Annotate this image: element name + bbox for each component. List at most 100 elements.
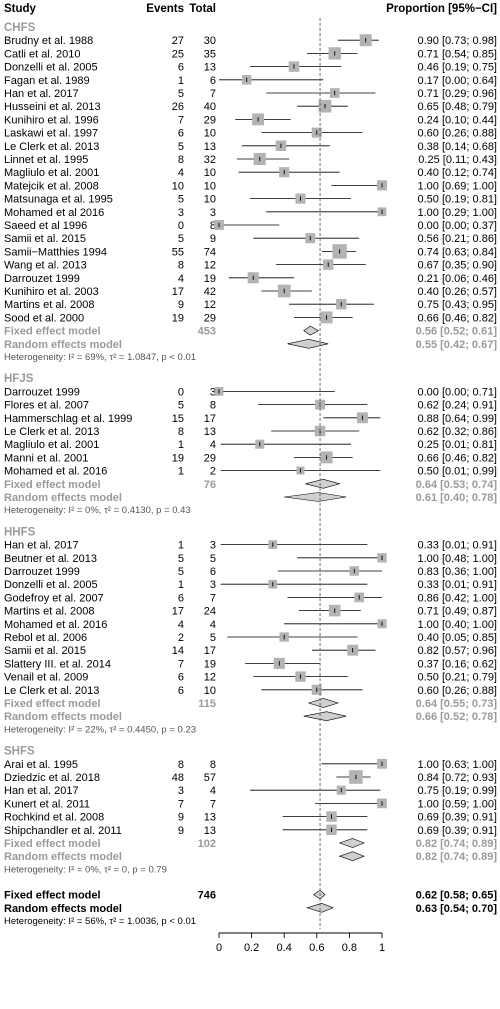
study-label: Linnet et al. 1995 <box>4 154 88 166</box>
x-tick-label: 0.6 <box>309 942 324 954</box>
study-ci: 0.46 [0.19; 0.75] <box>417 62 497 74</box>
study-label: Sood et al. 2000 <box>4 312 84 324</box>
study-events: 1 <box>178 579 184 591</box>
study-label: Fagan et al. 1989 <box>4 75 90 87</box>
study-ci: 0.38 [0.14; 0.68] <box>417 141 497 153</box>
study-events: 7 <box>178 798 184 810</box>
study-events: 6 <box>178 685 184 697</box>
study-label: Arai et al. 1995 <box>4 759 78 771</box>
study-total: 12 <box>204 299 216 311</box>
study-total: 3 <box>210 540 216 552</box>
study-total: 24 <box>204 606 216 618</box>
fixed-effect-label: Fixed effect model <box>4 698 101 710</box>
study-ci: 1.00 [0.29; 1.00] <box>417 207 497 219</box>
study-label: Matejcik et al. 2008 <box>4 180 99 192</box>
study-total: 17 <box>204 645 216 657</box>
study-ci: 0.40 [0.26; 0.57] <box>417 286 497 298</box>
study-label: Martins et al. 2008 <box>4 606 95 618</box>
study-total: 13 <box>204 62 216 74</box>
study-label: Han et al. 2017 <box>4 540 79 552</box>
group-label: HHFS <box>4 526 36 538</box>
study-ci: 0.65 [0.48; 0.79] <box>417 101 497 113</box>
header-study: Study <box>4 3 37 15</box>
study-label: Martins et al. 2008 <box>4 299 95 311</box>
study-ci: 0.60 [0.26; 0.88] <box>417 685 497 697</box>
study-total: 19 <box>204 658 216 670</box>
study-events: 4 <box>178 619 184 631</box>
study-events: 5 <box>178 553 184 565</box>
study-total: 29 <box>204 312 216 324</box>
study-total: 35 <box>204 48 216 60</box>
random-effects-ci: 0.55 [0.42; 0.67] <box>416 339 498 351</box>
study-label: Darrouzet 1999 <box>4 566 80 578</box>
study-total: 12 <box>204 672 216 684</box>
study-total: 7 <box>210 798 216 810</box>
study-events: 9 <box>178 299 184 311</box>
study-total: 8 <box>210 220 216 232</box>
x-tick-label: 0.8 <box>342 942 357 954</box>
study-label: Mohamed et al 2016 <box>4 207 104 219</box>
study-events: 10 <box>172 180 184 192</box>
study-events: 4 <box>178 273 184 285</box>
study-events: 6 <box>178 128 184 140</box>
random-effects-label: Random effects model <box>4 711 122 723</box>
study-events: 5 <box>178 88 184 100</box>
overall-fixed-label: Fixed effect model <box>4 890 101 902</box>
study-events: 4 <box>178 167 184 179</box>
study-label: Darrouzet 1999 <box>4 273 80 285</box>
study-total: 32 <box>204 154 216 166</box>
random-effects-diamond <box>303 711 347 722</box>
study-ci: 0.71 [0.29; 0.96] <box>417 88 497 100</box>
study-events: 1 <box>178 439 184 451</box>
study-total: 10 <box>204 685 216 697</box>
study-label: Beutner et al. 2013 <box>4 553 97 565</box>
study-total: 7 <box>210 592 216 604</box>
study-label: Rochkind et al. 2008 <box>4 812 104 824</box>
study-total: 10 <box>204 194 216 206</box>
study-ci: 0.84 [0.72; 0.93] <box>417 772 497 784</box>
study-label: Kunert et al. 2011 <box>4 798 90 810</box>
study-total: 13 <box>204 812 216 824</box>
study-ci: 1.00 [0.40; 1.00] <box>417 619 497 631</box>
x-tick-label: 0 <box>216 942 222 954</box>
header-total: Total <box>189 3 216 15</box>
study-events: 48 <box>172 772 184 784</box>
study-events: 19 <box>172 312 184 324</box>
study-ci: 0.60 [0.26; 0.88] <box>417 128 497 140</box>
study-ci: 1.00 [0.63; 1.00] <box>417 759 497 771</box>
study-label: Dziedzic et al. 2018 <box>4 772 100 784</box>
study-events: 1 <box>178 75 184 87</box>
study-label: Han et al. 2017 <box>4 88 79 100</box>
study-ci: 0.69 [0.39; 0.91] <box>417 812 497 824</box>
study-label: Han et al. 2017 <box>4 785 79 797</box>
study-ci: 0.66 [0.46; 0.82] <box>417 312 497 324</box>
study-ci: 0.71 [0.49; 0.87] <box>417 606 497 618</box>
random-effects-label: Random effects model <box>4 339 122 351</box>
study-ci: 1.00 [0.69; 1.00] <box>417 180 497 192</box>
study-total: 4 <box>210 619 216 631</box>
study-label: Godefroy et al. 2007 <box>4 592 104 604</box>
study-ci: 0.25 [0.11; 0.43] <box>418 154 497 166</box>
study-label: Flores et al. 2007 <box>4 400 89 412</box>
study-label: Samii−Matthies 1994 <box>4 246 107 258</box>
study-events: 19 <box>172 452 184 464</box>
study-ci: 0.40 [0.05; 0.85] <box>417 632 497 644</box>
study-total: 4 <box>210 785 216 797</box>
study-label: Laskawi et al. 1997 <box>4 128 98 140</box>
study-label: Samii et al. 2015 <box>4 645 86 657</box>
x-tick-label: 0.2 <box>244 942 259 954</box>
fixed-effect-diamond <box>303 325 320 336</box>
study-total: 13 <box>204 141 216 153</box>
study-total: 5 <box>210 632 216 644</box>
study-label: Donzelli et al. 2005 <box>4 62 98 74</box>
random-effects-ci: 0.61 [0.40; 0.78] <box>416 492 498 504</box>
fixed-effect-label: Fixed effect model <box>4 479 101 491</box>
overall-heterogeneity-text: Heterogeneity: I² = 56%, τ² = 1.0036, p … <box>4 916 196 927</box>
study-ci: 0.00 [0.00; 0.37] <box>417 220 497 232</box>
study-events: 1 <box>178 466 184 478</box>
fixed-effect-ci: 0.64 [0.53; 0.74] <box>416 479 498 491</box>
study-label: Matsunaga et al. 1995 <box>4 194 113 206</box>
study-total: 8 <box>210 400 216 412</box>
study-events: 5 <box>178 400 184 412</box>
study-label: Darrouzet 1999 <box>4 386 80 398</box>
